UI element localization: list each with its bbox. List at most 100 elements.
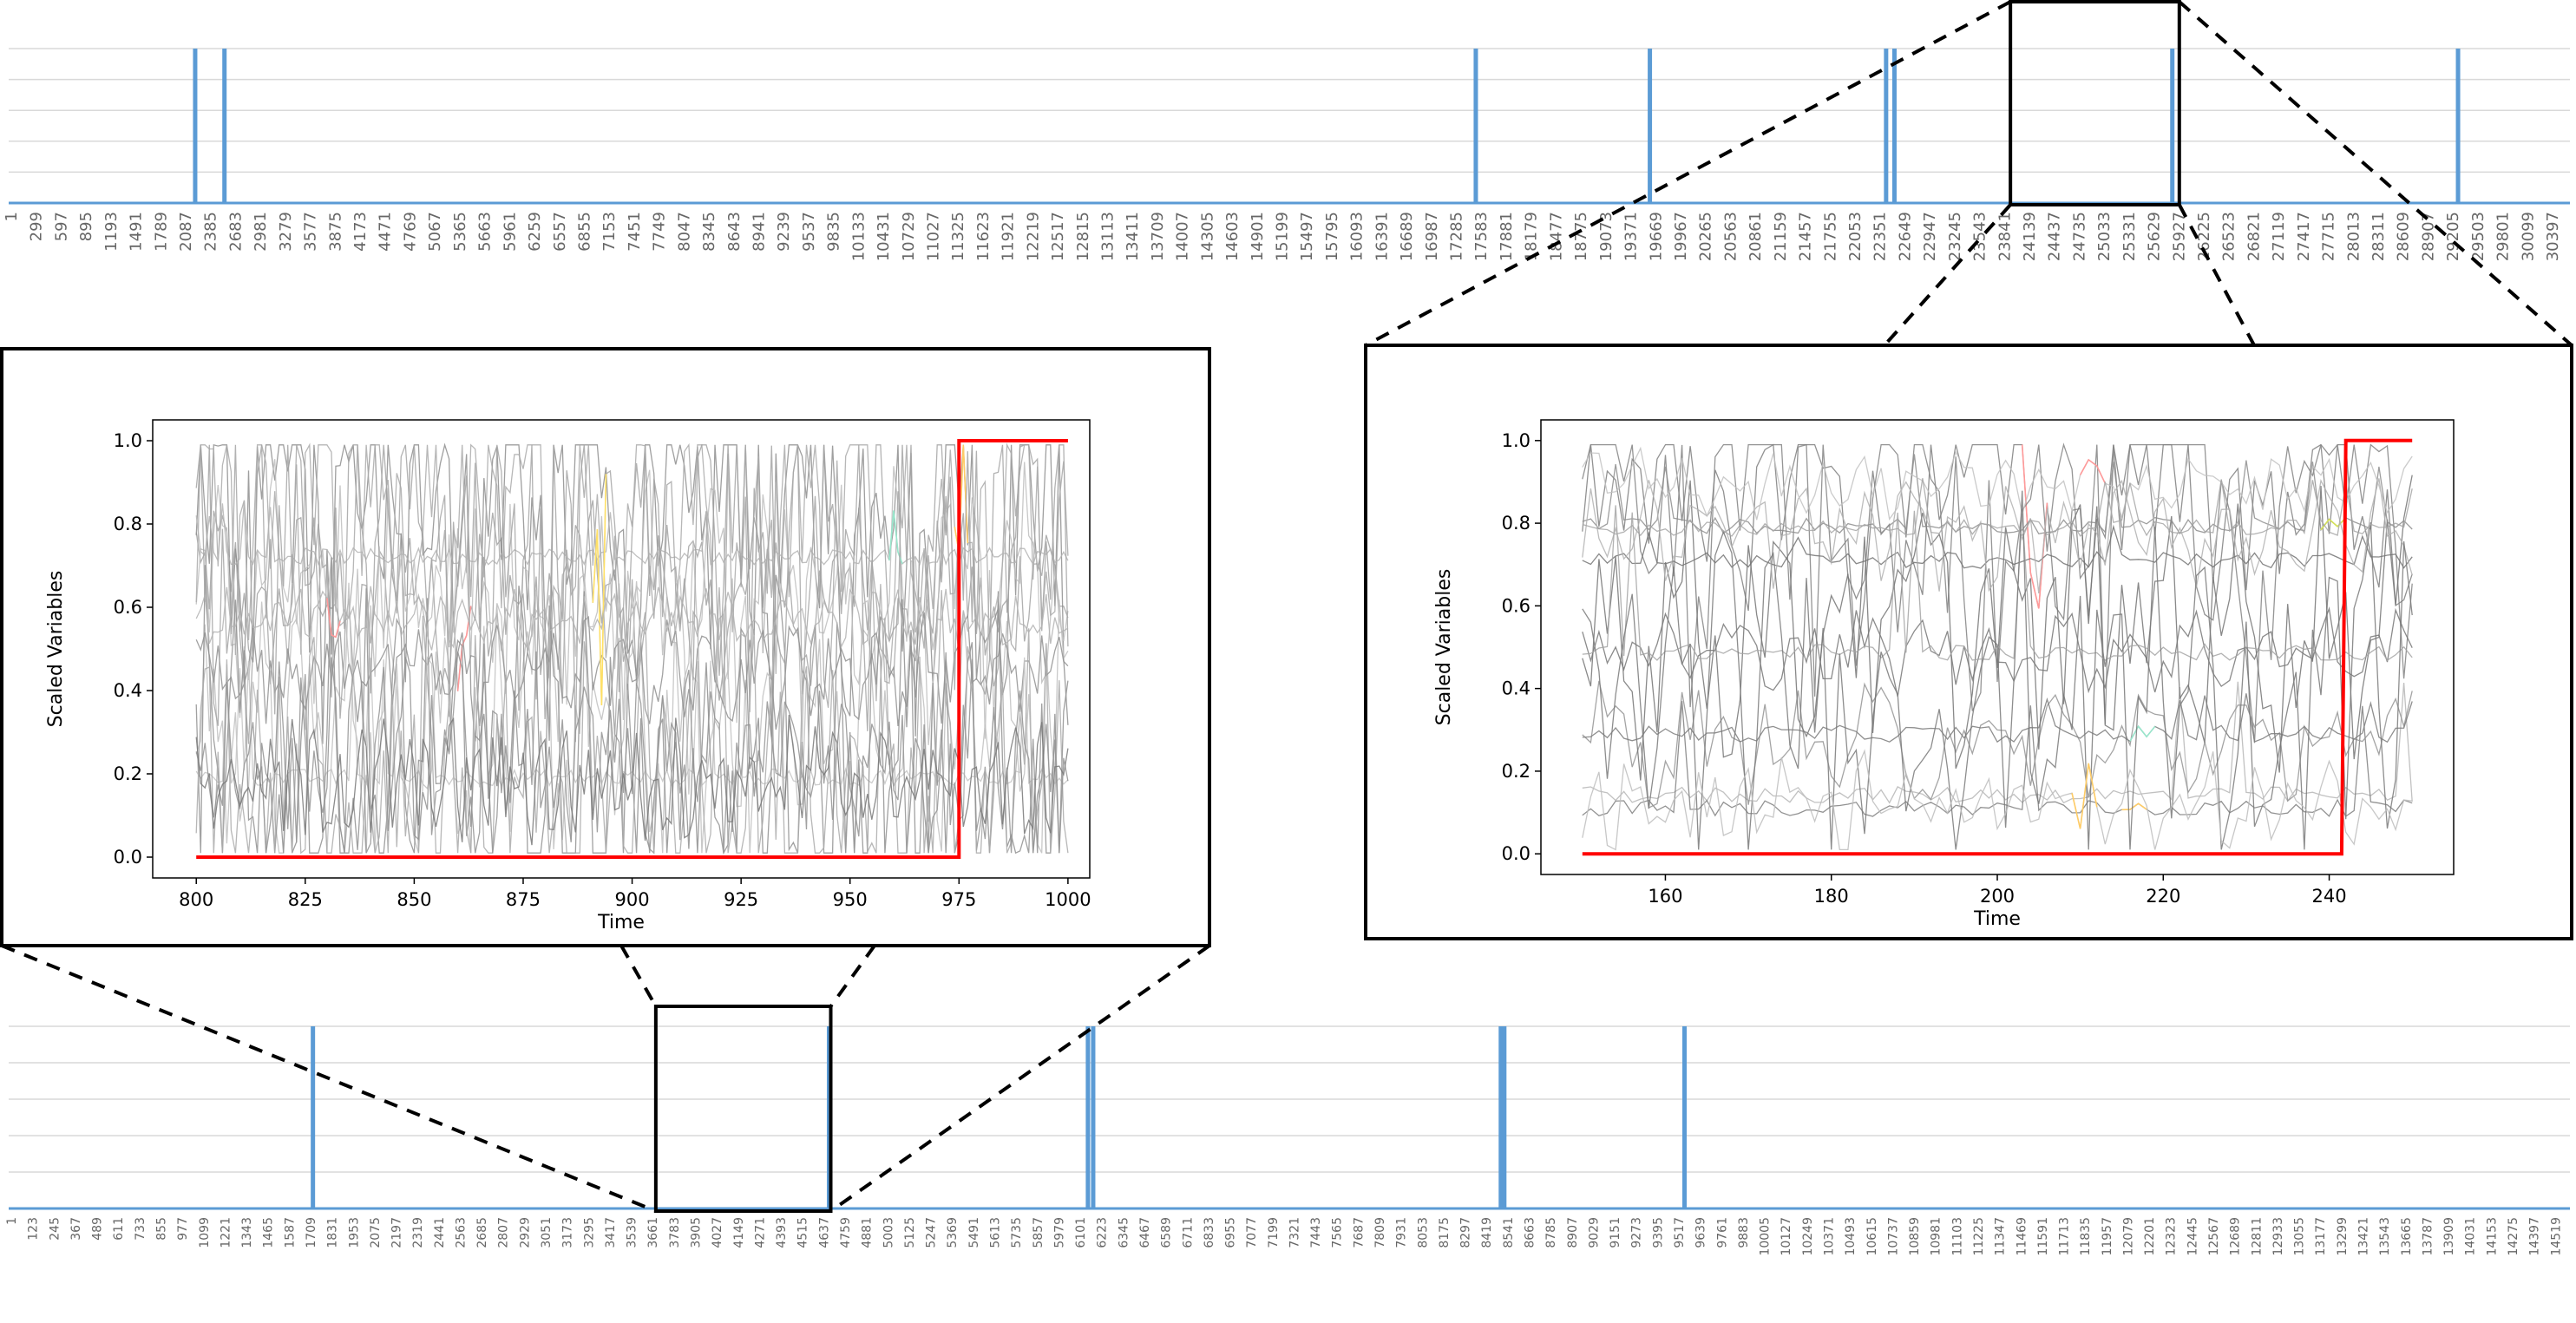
x-tick-label: 7749 — [651, 212, 669, 252]
spike — [2455, 49, 2461, 203]
x-tick-label: 7077 — [1245, 1217, 1259, 1248]
x-tick-label: 123 — [27, 1217, 41, 1241]
x-tick-label: 11713 — [2058, 1217, 2072, 1256]
x-tick-label: 2075 — [369, 1217, 383, 1248]
x-tick-label: 11591 — [2036, 1217, 2050, 1256]
x-tick-label: 25629 — [2146, 212, 2164, 261]
x-tick-label: 26523 — [2220, 212, 2238, 261]
y-tick-label: 0.6 — [1502, 595, 1531, 616]
x-tick-label: 4027 — [711, 1217, 724, 1248]
x-tick-label: 8345 — [700, 212, 718, 252]
x-tick-label: 611 — [112, 1217, 126, 1241]
x-tick-label: 5067 — [426, 212, 444, 252]
x-tick-label: 5979 — [1052, 1217, 1066, 1248]
background-series-line — [195, 442, 1069, 744]
x-tick-label: 18775 — [1572, 212, 1590, 261]
x-tick-label: 1 — [5, 1217, 19, 1225]
x-tick-label: 1221 — [219, 1217, 233, 1248]
y-tick-label: 1.0 — [114, 430, 142, 451]
background-series-line — [1582, 749, 2413, 851]
x-tick-label: 9151 — [1609, 1217, 1622, 1248]
x-tick-label: 10431 — [875, 212, 893, 261]
x-tick-label: 1465 — [262, 1217, 276, 1248]
x-tick-label: 8541 — [1502, 1217, 1516, 1248]
background-series-line — [1582, 681, 2413, 804]
background-series-line — [195, 612, 1069, 730]
x-tick-label: 14153 — [2485, 1217, 2499, 1256]
background-series-line — [1582, 490, 2413, 850]
x-tick-label: 597 — [52, 212, 70, 241]
highlight-fragment — [888, 510, 903, 565]
x-tick-label: 11835 — [2079, 1217, 2093, 1256]
x-tick-label: 8053 — [1416, 1217, 1430, 1248]
x-tick-label: 9395 — [1651, 1217, 1665, 1248]
spike — [193, 49, 198, 203]
x-tick-label: 3661 — [646, 1217, 660, 1248]
y-tick-label: 0.4 — [1502, 678, 1531, 699]
x-tick-label: 28013 — [2344, 212, 2363, 261]
x-tick-label: 19371 — [1622, 212, 1641, 261]
x-tick-label: 17881 — [1498, 212, 1516, 261]
x-tick-label: 3539 — [626, 1217, 639, 1248]
spike — [1648, 49, 1653, 203]
x-tick-label: 9029 — [1587, 1217, 1601, 1248]
x-tick-label: 4471 — [377, 212, 395, 252]
x-tick-label: 489 — [91, 1217, 105, 1241]
x-tick-label: 3173 — [561, 1217, 575, 1248]
spike — [1502, 1026, 1507, 1208]
x-tick-label: 14397 — [2528, 1217, 2542, 1256]
x-tick-label: 13421 — [2357, 1217, 2371, 1256]
background-series-line — [1582, 524, 2413, 569]
x-tick-label: 26225 — [2195, 212, 2213, 261]
x-tick-label: 299 — [28, 212, 46, 241]
y-tick-label: 0.0 — [1502, 843, 1531, 864]
x-tick-label: 13113 — [1099, 212, 1118, 261]
plot-area — [152, 419, 1091, 879]
x-tick-label: 6101 — [1074, 1217, 1088, 1248]
x-tick-label: 5961 — [501, 212, 519, 252]
x-tick-label: 19073 — [1597, 212, 1616, 261]
x-tick-label: 27715 — [2320, 212, 2338, 261]
x-tick-label: 13299 — [2336, 1217, 2350, 1256]
x-tick-label: 11103 — [1950, 1217, 1964, 1256]
x-tick-label: 11469 — [2015, 1217, 2029, 1256]
x-tick-label: 11921 — [1000, 212, 1018, 261]
x-tick-label: 4637 — [817, 1217, 831, 1248]
x-tick-label: 825 — [288, 889, 323, 910]
x-tick-label: 25331 — [2120, 212, 2139, 261]
x-tick-label: 2563 — [454, 1217, 468, 1248]
x-tick-label: 14603 — [1223, 212, 1242, 261]
spike — [1498, 1026, 1504, 1208]
x-tick-label: 13787 — [2421, 1217, 2435, 1256]
y-tick-label: 0.6 — [114, 597, 142, 618]
x-tick-label: 9273 — [1630, 1217, 1644, 1248]
x-tick-label: 16689 — [1398, 212, 1416, 261]
x-tick-label: 6557 — [551, 212, 569, 252]
connector-line — [619, 945, 658, 1007]
x-tick-label: 20563 — [1721, 212, 1740, 261]
x-tick-label: 27119 — [2270, 212, 2288, 261]
x-tick-label: 6855 — [575, 212, 593, 252]
x-tick-label: 2807 — [497, 1217, 511, 1248]
x-tick-label: 7931 — [1395, 1217, 1409, 1248]
x-tick-label: 25033 — [2095, 212, 2114, 261]
right-inset-chart: 160 180 200 220 240 0.0 0.2 0.4 0.6 0.8 1.0 Time Sca… — [1364, 344, 2573, 940]
zoom-box — [2009, 0, 2181, 206]
background-series-line — [1582, 475, 2413, 781]
x-tick-label: 4393 — [775, 1217, 789, 1248]
x-tick-label: 30397 — [2544, 212, 2562, 261]
bottom-overview-chart: 1 123 245 367 489 611 733 855 977 1099 1221 1343 146… — [5, 1005, 2570, 1256]
x-tick-label: 25927 — [2170, 212, 2188, 261]
x-tick-label: 6345 — [1117, 1217, 1131, 1248]
x-tick-label: 6467 — [1138, 1217, 1152, 1248]
x-tick-label: 13665 — [2400, 1217, 2414, 1256]
x-tick-label: 14901 — [1249, 212, 1267, 261]
x-tick-label: 22053 — [1846, 212, 1865, 261]
x-tick-label: 6833 — [1203, 1217, 1216, 1248]
x-tick-label: 7199 — [1267, 1217, 1281, 1248]
x-tick-label: 14305 — [1198, 212, 1216, 261]
x-tick-label: 15497 — [1298, 212, 1316, 261]
x-tick-label: 22649 — [1896, 212, 1914, 261]
x-tick-label: 3783 — [668, 1217, 682, 1248]
x-tick-label: 8175 — [1438, 1217, 1452, 1248]
